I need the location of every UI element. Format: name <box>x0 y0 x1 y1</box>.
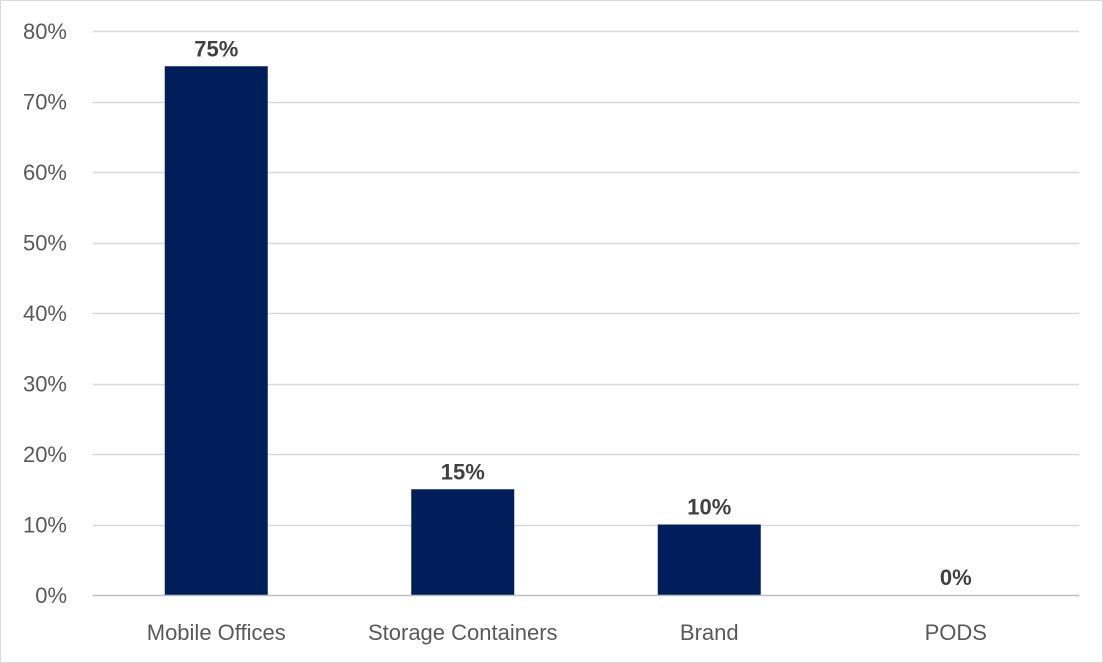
bar <box>164 66 268 595</box>
data-label: 75% <box>194 36 238 61</box>
y-tick-label: 60% <box>23 160 67 185</box>
category-label: Storage Containers <box>368 620 558 645</box>
y-tick-label: 20% <box>23 442 67 467</box>
y-tick-label: 30% <box>23 372 67 397</box>
y-tick-label: 50% <box>23 231 67 256</box>
y-tick-label: 70% <box>23 90 67 115</box>
bars <box>164 66 761 595</box>
labels: 0% 10% 20% 30% 40% 50% 60% 70% 80% 75% Mobile Offi… <box>23 19 987 645</box>
bar <box>411 489 515 595</box>
data-label: 10% <box>687 495 731 520</box>
y-tick-label: 40% <box>23 301 67 326</box>
y-tick-label: 0% <box>35 583 67 608</box>
data-label: 15% <box>441 459 485 484</box>
category-label: Brand <box>680 620 739 645</box>
y-tick-label: 80% <box>23 19 67 44</box>
category-label: PODS <box>925 620 987 645</box>
y-tick-label: 10% <box>23 513 67 538</box>
bar <box>657 524 761 595</box>
data-label: 0% <box>940 565 972 590</box>
category-label: Mobile Offices <box>147 620 286 645</box>
